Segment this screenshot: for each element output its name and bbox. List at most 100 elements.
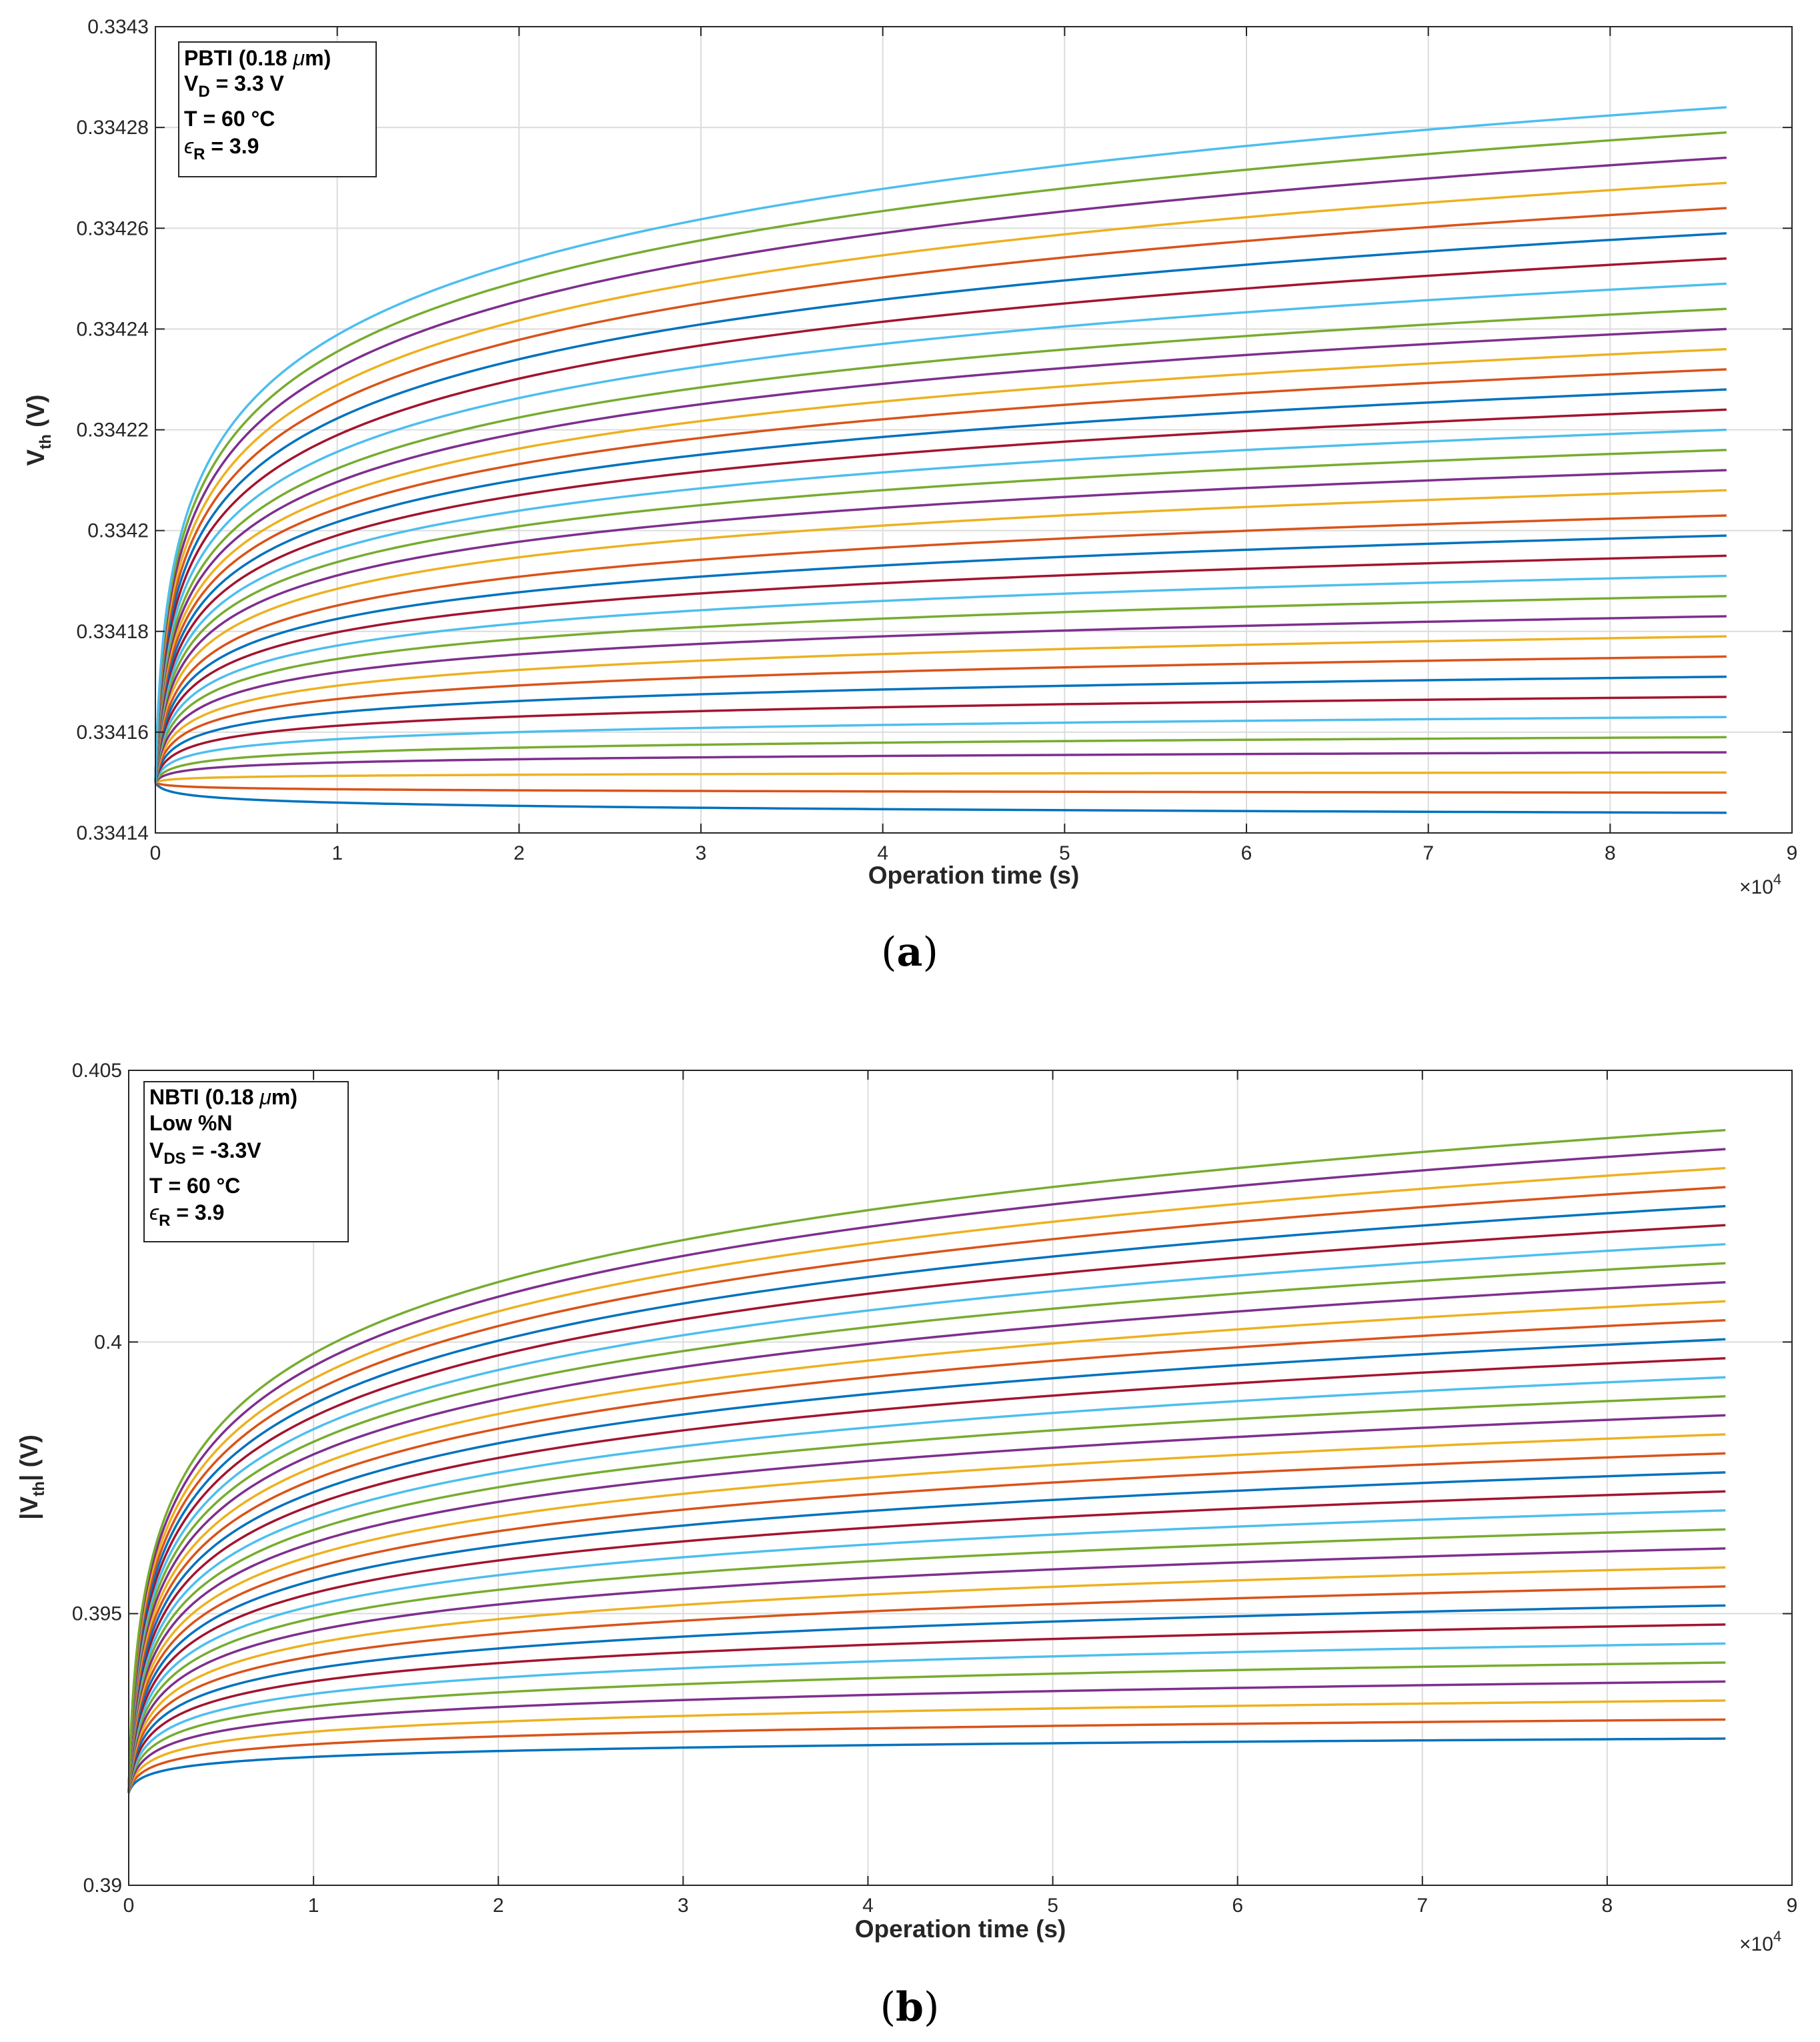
panel-a-x-exponent-base: ×10 <box>1739 876 1773 898</box>
panel-b-ann-line-1-tail: m) <box>271 1085 297 1109</box>
panel-a-series-line <box>154 388 1727 783</box>
panel-a-y-tick-label: 0.3342 <box>87 520 149 542</box>
panel-a-ann-line-2-sub: D <box>198 83 209 101</box>
panel-b-series-line <box>127 1262 1726 1793</box>
panel-b-x-tick-label: 7 <box>1417 1895 1428 1917</box>
panel-a-ann-line-4-greek: ϵ <box>184 134 194 158</box>
panel-b-series-line <box>127 1547 1726 1793</box>
panel-b-x-tick-label: 5 <box>1047 1895 1058 1917</box>
panel-b-y-tick-label: 0.395 <box>72 1603 122 1625</box>
panel-b-ann-line-5-greek: ϵ <box>149 1200 159 1224</box>
panel-a-ticks: 0 1 2 3 4 5 6 7 8 9 0.33414 0.33416 0.33418 0.3342 0.3… <box>77 16 1798 864</box>
panel-b-x-tick-label: 9 <box>1787 1895 1798 1917</box>
panel-b-series-line <box>127 1395 1726 1793</box>
panel-b-series-line <box>127 1242 1726 1793</box>
panel-b-ann-line-2: Low %N <box>149 1111 232 1135</box>
panel-b-ann-line-4: T = 60 °C <box>149 1174 240 1198</box>
panel-b-x-tick-label: 1 <box>308 1895 319 1917</box>
panel-b-series-line <box>127 1319 1726 1793</box>
panel-a-series-line <box>155 781 1727 794</box>
panel-a-y-tick-label: 0.33418 <box>77 621 149 643</box>
panel-a-y-tick-label: 0.33422 <box>77 419 149 441</box>
panel-a-x-tick-label: 5 <box>1059 842 1070 864</box>
panel-a-series-line <box>154 156 1727 783</box>
panel-a-series-line <box>154 408 1727 783</box>
panel-a-x-exponent: ×104 <box>1739 871 1781 898</box>
panel-b-series-line <box>127 1490 1726 1793</box>
panel-a-series-line <box>154 696 1727 783</box>
panel-a-series-line <box>154 181 1727 783</box>
panel-b-series-line <box>127 1471 1726 1793</box>
panel-a-series-line <box>154 327 1727 783</box>
panel-b-ticks: 0 1 2 3 4 5 6 7 8 9 0.39 0.395 0.4 0.405 <box>72 1060 1797 1917</box>
panel-b-series-line <box>127 1433 1726 1793</box>
panel-b-series-line <box>127 1166 1726 1793</box>
panel-b-series-line <box>127 1680 1726 1793</box>
panel-a-series-line <box>154 428 1727 783</box>
panel-b-x-tick-label: 0 <box>123 1895 135 1917</box>
panel-b-series-line <box>127 1642 1726 1793</box>
panel-a-series-line <box>154 257 1727 783</box>
panel-b-series-line <box>127 1699 1726 1793</box>
panel-b-ann-line-3: VDS = -3.3V <box>149 1138 261 1168</box>
panel-a-x-tick-label: 6 <box>1241 842 1252 864</box>
panel-a-annotation-frame <box>178 41 377 177</box>
panel-b-series-line <box>127 1376 1726 1793</box>
panel-b-x-tick-label: 4 <box>862 1895 874 1917</box>
panel-b-ann-line-3-sub: DS <box>163 1150 185 1168</box>
panel-a-y-tick-label: 0.33424 <box>77 318 149 340</box>
panel-a-y-tick-label: 0.3343 <box>87 16 149 38</box>
panel-a-series-line <box>154 282 1727 783</box>
panel-b-ann-line-3-main: V <box>149 1138 164 1162</box>
panel-a-series-line <box>154 751 1727 784</box>
panel-b-series-line <box>127 1452 1726 1793</box>
panel-b-x-axis-label: Operation time (s) <box>855 1915 1066 1943</box>
panel-a-ylabel-main: V <box>22 449 49 465</box>
panel-b-chart: 0 1 2 3 4 5 6 7 8 9 0.39 0.395 0.4 0.405 Operation ti… <box>15 1060 1797 2031</box>
panel-a-x-tick-label: 4 <box>877 842 888 864</box>
panel-a-series-line <box>154 655 1727 783</box>
panel-a-ann-line-2: VD = 3.3 V <box>184 71 285 101</box>
panel-b-plot-frame <box>128 1070 1793 1886</box>
panel-b-annotation-box: NBTI (0.18 μm) Low %N VDS = -3.3V T = 60… <box>143 1081 349 1242</box>
panel-a-ylabel-tail: (V) <box>22 395 49 435</box>
panel-b-series-line <box>127 1585 1726 1793</box>
panel-a-chart: 0 1 2 3 4 5 6 7 8 9 0.33414 0.33416 0.33418 0.3342 0.3… <box>22 16 1797 976</box>
panel-a-series-line <box>154 635 1727 783</box>
panel-b-ylabel-sub: th <box>30 1481 48 1496</box>
panel-a-x-tick-label: 7 <box>1423 842 1434 864</box>
panel-b-series-line <box>127 1661 1726 1793</box>
panel-a-series-line <box>154 615 1727 783</box>
panel-b-series-line <box>127 1718 1726 1793</box>
panel-a-x-tick-label: 1 <box>331 842 343 864</box>
panel-b-y-tick-label: 0.39 <box>83 1875 122 1897</box>
panel-a-y-tick-label: 0.33426 <box>77 217 149 239</box>
panel-a-ann-line-1-tail: m) <box>305 46 331 70</box>
panel-a-x-axis-label: Operation time (s) <box>868 862 1080 889</box>
panel-b-ylabel-main: |V <box>15 1496 43 1519</box>
panel-b-ann-line-1: NBTI (0.18 μm) <box>149 1085 297 1109</box>
panel-a-series-line <box>154 736 1727 783</box>
panel-a-annotation-box: PBTI (0.18 μm) VD = 3.3 V T = 60 °C ϵR =… <box>178 41 377 177</box>
panel-a-series-line <box>154 448 1727 783</box>
panel-b-series-line <box>127 1604 1726 1793</box>
panel-a-ylabel-sub: th <box>37 434 55 449</box>
panel-a-series-line <box>154 106 1727 783</box>
panel-a-ann-line-4-tail: = 3.9 <box>205 134 259 158</box>
panel-b-series-line <box>127 1148 1726 1793</box>
panel-a-series-line <box>154 534 1727 783</box>
panel-a-series-line <box>154 131 1727 783</box>
panel-a-ann-line-1-greek: μ <box>293 46 305 70</box>
panel-a-x-tick-label: 8 <box>1605 842 1616 864</box>
panel-b-series-line <box>127 1186 1726 1793</box>
panel-b-ann-line-5-tail: = 3.9 <box>170 1200 224 1224</box>
panel-a-series-line <box>154 207 1727 783</box>
panel-b-series-line <box>127 1623 1726 1793</box>
panel-a-series-line <box>154 595 1727 783</box>
panel-a-x-tick-label: 0 <box>150 842 161 864</box>
panel-b-series-line <box>127 1414 1726 1793</box>
panel-b-x-tick-label: 3 <box>678 1895 689 1917</box>
panel-b-x-tick-label: 8 <box>1602 1895 1613 1917</box>
panel-a-x-tick-label: 2 <box>514 842 525 864</box>
panel-a-series-line <box>154 716 1727 783</box>
